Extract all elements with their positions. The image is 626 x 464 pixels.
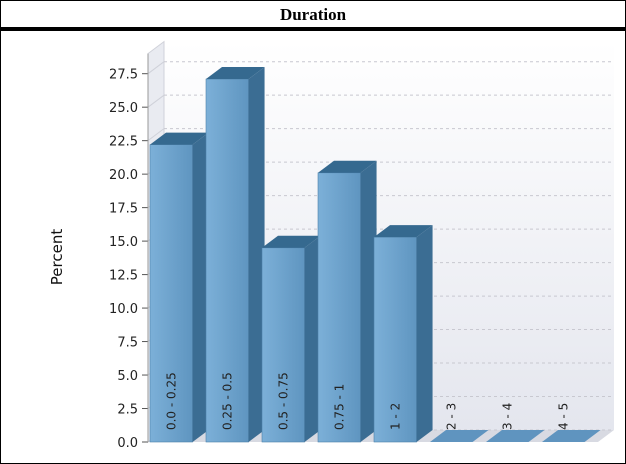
chart-title: Duration	[279, 5, 347, 24]
y-tick-label: 5.0	[117, 369, 138, 384]
bar: 0.25 - 0.5	[205, 67, 265, 443]
bar-side	[416, 225, 433, 442]
bar: 0.0 - 0.25	[149, 132, 209, 443]
y-tick-label: 22.5	[109, 135, 138, 150]
y-tick-label: 12.5	[109, 269, 138, 284]
y-tick-label: 10.0	[109, 302, 138, 317]
y-tick-label: 7.5	[117, 336, 138, 351]
category-label: 0.25 - 0.5	[220, 372, 234, 430]
bar-chart: 0.0 2.5 5.0 7.5 10.0 12.5 15.0 17.5 20.0 22.5 25.0…	[48, 40, 614, 451]
category-label: 0.5 - 0.75	[276, 372, 290, 430]
bar-top	[430, 430, 489, 442]
bar: 0.75 - 1	[317, 160, 377, 443]
y-tick-label: 20.0	[109, 168, 138, 183]
bar: 4 - 5	[542, 403, 601, 442]
y-axis: 0.0 2.5 5.0 7.5 10.0 12.5 15.0 17.5 20.0 22.5 25.0…	[109, 53, 149, 451]
y-tick-label: 2.5	[117, 403, 138, 418]
category-label: 0.75 - 1	[332, 384, 346, 430]
bar-front	[149, 144, 193, 443]
bar-side	[192, 132, 209, 442]
bar-top	[206, 67, 265, 80]
category-label: 2 - 3	[444, 403, 458, 430]
bar-top	[486, 430, 545, 442]
category-label: 4 - 5	[556, 403, 570, 430]
category-label: 3 - 4	[500, 403, 514, 430]
bar-top	[150, 132, 209, 145]
gridline-side	[147, 128, 165, 142]
y-tick-label: 17.5	[109, 202, 138, 217]
bar-side	[360, 160, 377, 442]
y-tick-label: 0.0	[117, 436, 138, 451]
bar: 0.5 - 0.75	[261, 235, 321, 443]
y-tick-label: 25.0	[109, 101, 138, 116]
gridline-side	[147, 61, 165, 75]
y-axis-title: Percent	[48, 229, 66, 286]
bar: 1 - 2	[373, 225, 433, 443]
bar: 3 - 4	[486, 403, 545, 442]
bar-top	[542, 430, 601, 442]
y-tick-label: 15.0	[109, 235, 138, 250]
bar-front	[205, 78, 249, 443]
bar-side	[304, 235, 321, 442]
gridline-side	[147, 94, 165, 108]
category-label: 1 - 2	[388, 403, 402, 430]
y-tick-label: 27.5	[109, 68, 138, 83]
bar-top	[262, 235, 321, 248]
bar-top	[374, 225, 433, 238]
bar-front	[317, 172, 361, 443]
bar-front	[261, 247, 305, 443]
category-label: 0.0 - 0.25	[164, 372, 178, 430]
chart-title-bar: Duration	[1, 1, 625, 31]
bar-top	[318, 160, 377, 173]
bar-front	[373, 236, 417, 443]
bar-side	[248, 67, 265, 442]
bar: 2 - 3	[430, 403, 489, 442]
bars: 0.0 - 0.25 0.25 - 0.5 0.5 - 0.75 0.75 - 1 1 …	[149, 67, 601, 443]
